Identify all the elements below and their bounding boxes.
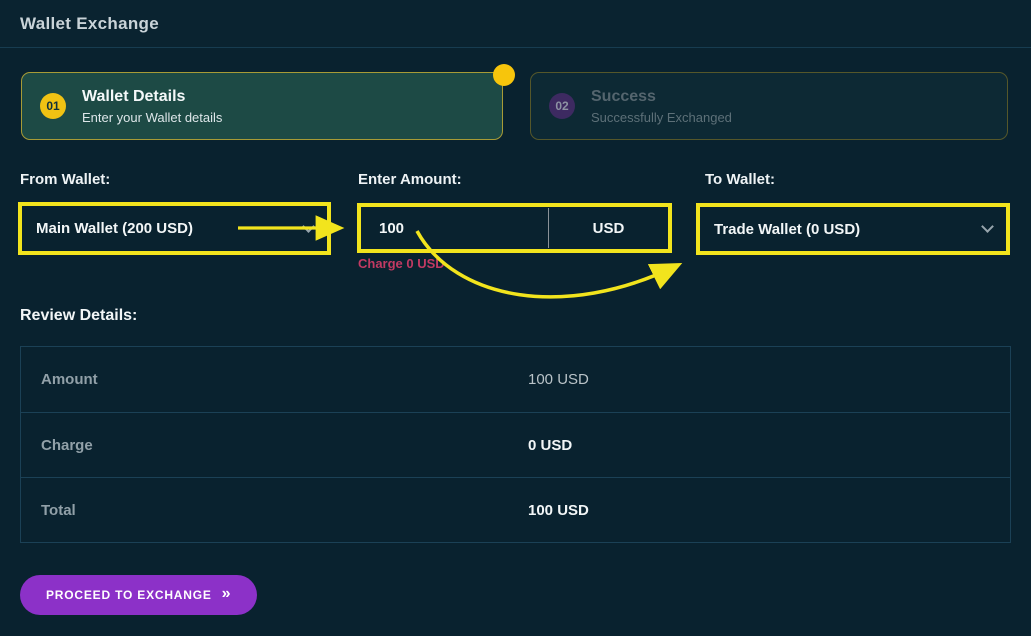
to-wallet-select[interactable]: Trade Wallet (0 USD) [700,207,1006,251]
step-number-badge: 01 [40,93,66,119]
step-subtitle: Enter your Wallet details [82,109,223,125]
review-row-label: Amount [41,371,98,388]
chevron-down-icon [981,220,994,233]
step-title: Success [591,87,656,105]
proceed-button-label: PROCEED TO EXCHANGE [46,588,212,602]
currency-addon: USD [592,219,625,237]
amount-input[interactable] [361,207,549,249]
review-row-value: 0 USD [528,436,573,454]
review-row-label: Total [41,501,76,519]
review-row-value: 100 USD [528,501,589,519]
annotation-box-from-wallet: Main Wallet (200 USD) [18,202,331,255]
step-number-badge: 02 [549,93,575,119]
chevron-down-icon [302,219,315,233]
annotation-box-to-wallet: Trade Wallet (0 USD) [696,203,1010,255]
from-wallet-label: From Wallet: [20,171,111,188]
proceed-to-exchange-button[interactable]: PROCEED TO EXCHANGE » [20,575,258,615]
review-row-amount: Amount 100 USD [21,347,1010,412]
double-chevron-right-icon: » [221,585,232,602]
amount-label: Enter Amount: [358,171,462,188]
step-subtitle: Successfully Exchanged [591,109,732,125]
from-wallet-value: Main Wallet (200 USD) [36,220,193,237]
review-row-charge: Charge 0 USD [21,412,1010,477]
step-texts: Success Successfully Exchanged [591,88,732,125]
from-wallet-select[interactable]: Main Wallet (200 USD) [22,206,327,251]
review-heading: Review Details: [20,307,138,324]
amount-separator [548,208,549,248]
review-row-total: Total 100 USD [21,477,1010,542]
to-wallet-value: Trade Wallet (0 USD) [714,220,861,238]
review-row-value: 100 USD [528,371,589,388]
annotation-box-amount: USD [357,203,672,253]
step-card-wallet-details: 01 Wallet Details Enter your Wallet deta… [21,72,503,140]
review-table: Amount 100 USD Charge 0 USD Total 100 US… [20,346,1011,543]
page-header: Wallet Exchange [0,0,1031,48]
amount-field-group: USD [361,207,668,249]
step-card-success: 02 Success Successfully Exchanged [530,72,1008,140]
charge-note: Charge 0 USD [358,256,445,271]
review-row-label: Charge [41,436,93,454]
page-title: Wallet Exchange [20,14,159,33]
step-texts: Wallet Details Enter your Wallet details [82,88,222,125]
step-title: Wallet Details [82,87,186,105]
to-wallet-label: To Wallet: [705,171,775,188]
